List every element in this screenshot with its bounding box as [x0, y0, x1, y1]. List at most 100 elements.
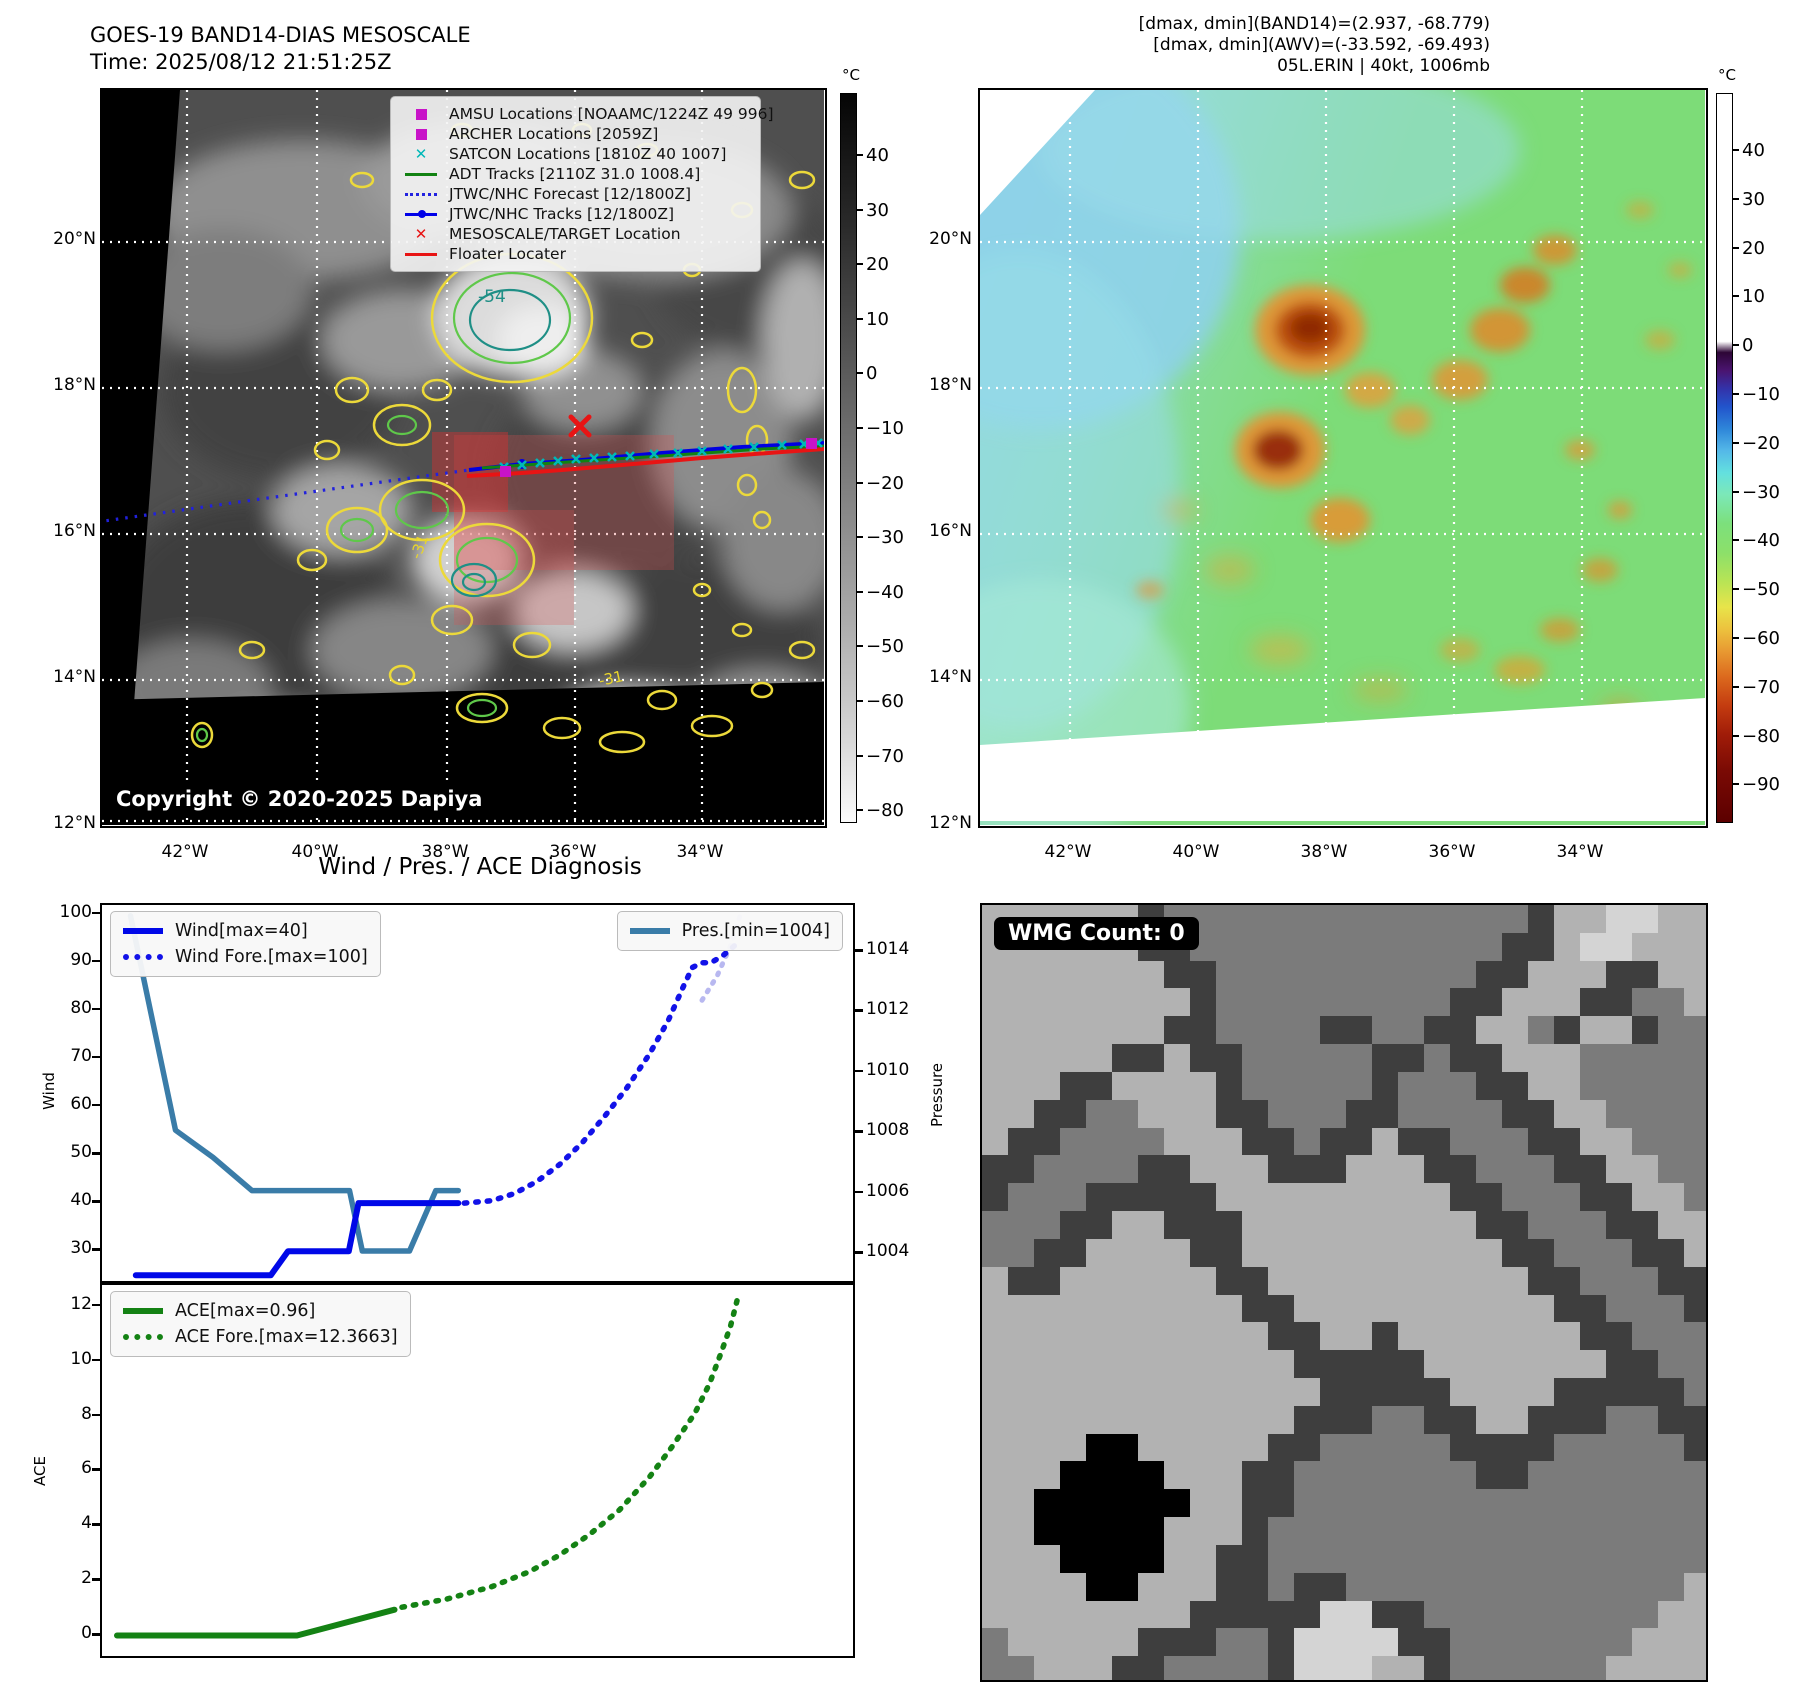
wmg-pixel — [1684, 1489, 1706, 1518]
wmg-pixel — [1606, 1044, 1633, 1073]
wmg-pixel — [1528, 1377, 1555, 1407]
wind-ytick — [92, 911, 100, 915]
wmg-pixel — [1086, 1656, 1113, 1680]
wmg-pixel — [1112, 1071, 1139, 1101]
wmg-pixel — [1034, 1044, 1061, 1073]
jtwc-forecast-track-line — [96, 468, 470, 524]
wmg-pixel — [1294, 1350, 1321, 1379]
wmg-pixel — [1086, 1461, 1113, 1490]
wmg-pixel — [1112, 1322, 1139, 1351]
wmg-pixel — [1216, 1294, 1243, 1323]
wmg-pixel — [1138, 960, 1165, 990]
wmg-pixel — [1346, 1377, 1373, 1407]
wmg-pixel — [1580, 1433, 1607, 1462]
wmg-pixel — [1476, 1211, 1503, 1240]
left-colorbar-tick-label: 20 — [866, 254, 889, 276]
wmg-pixel — [1346, 1322, 1373, 1351]
wmg-pixel — [1658, 1628, 1685, 1657]
wmg-pixel — [1398, 1433, 1425, 1462]
wmg-pixel — [1580, 988, 1607, 1017]
wmg-pixel — [1138, 1266, 1165, 1296]
wmg-pixel — [1138, 1544, 1165, 1574]
wmg-pixel — [1294, 932, 1321, 962]
wmg-pixel — [1398, 1517, 1425, 1546]
wmg-pixel — [1476, 1071, 1503, 1101]
wmg-pixel — [1060, 1294, 1087, 1323]
wmg-pixel — [1554, 932, 1581, 962]
wmg-pixel — [1502, 1155, 1529, 1184]
wmg-pixel — [1372, 1350, 1399, 1379]
wmg-pixel — [1242, 960, 1269, 990]
wmg-pixel — [1138, 1322, 1165, 1351]
wmg-pixel — [1034, 1016, 1061, 1045]
wmg-pixel — [1398, 1628, 1425, 1657]
line-swatch-icon — [403, 252, 439, 256]
wmg-pixel — [1216, 932, 1243, 962]
wmg-pixel — [1658, 1294, 1685, 1323]
wmg-pixel — [1008, 1238, 1035, 1268]
wmg-pixel — [1242, 1016, 1269, 1045]
wmg-pixel — [1658, 905, 1685, 934]
wmg-pixel — [1658, 1377, 1685, 1407]
wmg-pixel — [1346, 1433, 1373, 1462]
left-satellite-map[interactable]: -54 -31 -31 — [96, 88, 852, 828]
ace-chart[interactable]: ACE[max=0.96] ACE Fore.[max=12.3663] — [100, 1283, 855, 1658]
wmg-pixel — [1554, 1433, 1581, 1462]
wmg-pixel — [1528, 1600, 1555, 1629]
wmg-pixel — [1242, 1628, 1269, 1657]
wmg-pixel — [1346, 1127, 1373, 1156]
wmg-pixel — [1658, 1461, 1685, 1490]
ace-fore-line-swatch — [123, 1334, 163, 1340]
pressure-ytick — [855, 1130, 863, 1133]
right-colorbar-tick — [1733, 685, 1739, 688]
wmg-pixel — [1502, 1405, 1529, 1435]
wmg-pixel — [1632, 1600, 1659, 1629]
wmg-pixel — [1320, 1183, 1347, 1212]
wmg-pixel — [1424, 960, 1451, 990]
pressure-ytick-label: 1008 — [866, 1120, 910, 1141]
wmg-pixel — [1164, 1350, 1191, 1379]
wmg-pixel — [1190, 1544, 1217, 1574]
wmg-pixel — [1216, 960, 1243, 990]
wmg-pixel — [1398, 1071, 1425, 1101]
wmg-pixel — [1216, 1266, 1243, 1296]
wmg-pixel — [1606, 1238, 1633, 1268]
wmg-pixel — [1112, 988, 1139, 1017]
wmg-pixel — [1528, 1294, 1555, 1323]
wmg-pixel — [1424, 1183, 1451, 1212]
wmg-pixel — [1294, 1600, 1321, 1629]
wmg-pixel — [1294, 1266, 1321, 1296]
wmg-pixel — [1398, 1377, 1425, 1407]
wmg-pixel — [1632, 1211, 1659, 1240]
wmg-pixel — [1242, 1099, 1269, 1129]
wmg-pixel — [1164, 1461, 1191, 1490]
wind-legend: Wind[max=40] Wind Fore.[max=100] — [110, 911, 381, 977]
wmg-pixel — [1190, 1071, 1217, 1101]
wmg-pixel — [1554, 1071, 1581, 1101]
left-map-lat-label: 20°N — [53, 229, 96, 249]
ace-axis-label: ACE — [30, 1456, 49, 1486]
wmg-pixel — [1502, 1377, 1529, 1407]
wmg-pixel — [1268, 1099, 1295, 1129]
wmg-pixel — [1528, 1127, 1555, 1156]
wmg-pixel — [1008, 1044, 1035, 1073]
wmg-pixel — [1398, 1183, 1425, 1212]
wmg-pixel — [1528, 1155, 1555, 1184]
left-colorbar-tick — [857, 700, 863, 702]
wmg-pixel — [1346, 1238, 1373, 1268]
wmg-pixel — [1164, 1294, 1191, 1323]
wind-pressure-chart[interactable]: Wind[max=40] Wind Fore.[max=100] Pres.[m… — [100, 903, 855, 1283]
wmg-pixel — [1034, 1155, 1061, 1184]
wmg-pixel — [1112, 1099, 1139, 1129]
wmg-panel[interactable]: WMG Count: 0 — [980, 903, 1708, 1682]
wmg-pixel — [1372, 1099, 1399, 1129]
wmg-pixel — [1294, 1489, 1321, 1518]
right-satellite-map[interactable] — [840, 30, 1708, 840]
wmg-pixel — [1502, 1628, 1529, 1657]
wmg-pixel — [1190, 1127, 1217, 1156]
wmg-pixel — [982, 1656, 1009, 1680]
wmg-pixel — [1008, 1628, 1035, 1657]
wmg-pixel — [1398, 1127, 1425, 1156]
wmg-pixel — [1086, 1016, 1113, 1045]
ace-ytick-label: 10 — [70, 1348, 92, 1369]
